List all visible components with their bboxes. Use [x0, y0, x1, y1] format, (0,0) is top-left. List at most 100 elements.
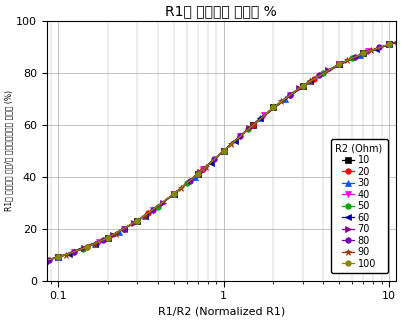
30 [27, 263, 32, 266]
70 [81, 247, 86, 250]
40 [366, 49, 371, 53]
60 [308, 79, 313, 83]
80 [122, 227, 127, 231]
10 [387, 42, 391, 46]
Line: 50: 50 [0, 30, 401, 279]
Line: 40: 40 [0, 28, 401, 277]
80 [377, 46, 382, 49]
40 [200, 168, 205, 171]
30 [358, 53, 363, 56]
90 [369, 48, 373, 52]
60 [232, 139, 237, 143]
10 [172, 192, 176, 196]
20 [146, 212, 151, 215]
40 [261, 113, 266, 117]
60 [67, 252, 72, 256]
Line: 60: 60 [0, 33, 401, 279]
100 [300, 84, 305, 88]
20 [6, 266, 11, 270]
10 [271, 106, 276, 109]
50 [156, 204, 160, 208]
50 [321, 71, 326, 75]
80 [47, 258, 51, 262]
Line: 90: 90 [0, 39, 400, 282]
100 [337, 62, 342, 66]
30 [221, 149, 226, 153]
30 [56, 255, 61, 259]
70 [197, 170, 202, 174]
60 [398, 39, 401, 43]
90 [344, 58, 349, 62]
Y-axis label: R1에 전달되는 전력/누 저항에진달되는 전력량 (%): R1에 전달되는 전력/누 저항에진달되는 전력량 (%) [4, 90, 13, 211]
90 [14, 265, 18, 269]
80 [212, 158, 217, 161]
Line: 10: 10 [56, 21, 401, 260]
30 [308, 79, 313, 83]
80 [237, 134, 242, 138]
100 [106, 236, 111, 239]
100 [85, 245, 90, 249]
80 [22, 264, 27, 267]
70 [326, 68, 331, 72]
Line: 70: 70 [0, 35, 401, 280]
20 [85, 245, 90, 249]
40 [122, 227, 127, 231]
60 [172, 192, 176, 196]
Line: 20: 20 [6, 23, 401, 271]
Title: R1에 전달되는 전력의 %: R1에 전달되는 전력의 % [166, 4, 277, 18]
70 [387, 42, 391, 46]
40 [172, 192, 176, 196]
30 [117, 230, 122, 234]
90 [93, 242, 97, 246]
100 [56, 255, 61, 259]
20 [337, 62, 342, 66]
10 [221, 149, 226, 153]
10 [135, 219, 140, 223]
50 [80, 247, 85, 251]
90 [279, 100, 284, 103]
50 [184, 181, 189, 185]
10 [250, 123, 255, 127]
90 [142, 214, 147, 218]
70 [363, 51, 367, 55]
60 [122, 227, 127, 231]
60 [43, 259, 48, 263]
40 [72, 250, 77, 254]
30 [282, 97, 287, 101]
90 [179, 186, 184, 190]
20 [200, 168, 205, 171]
Line: 80: 80 [0, 37, 401, 281]
80 [287, 93, 292, 97]
100 [135, 219, 140, 223]
60 [6, 266, 11, 270]
10 [56, 255, 61, 259]
30 [93, 242, 97, 246]
90 [394, 40, 399, 44]
30 [172, 192, 176, 196]
90 [113, 232, 118, 236]
10 [337, 62, 342, 66]
60 [374, 47, 379, 50]
70 [56, 255, 61, 259]
90 [63, 253, 68, 257]
70 [247, 126, 252, 130]
60 [208, 161, 213, 165]
Line: 100: 100 [0, 42, 392, 281]
40 [6, 266, 11, 270]
20 [221, 149, 226, 153]
70 [221, 149, 226, 153]
40 [96, 240, 101, 244]
30 [258, 116, 263, 120]
70 [111, 233, 115, 237]
20 [56, 255, 61, 259]
50 [135, 219, 140, 223]
100 [271, 106, 276, 109]
80 [353, 55, 358, 58]
20 [250, 123, 255, 127]
20 [172, 192, 176, 196]
70 [160, 201, 165, 205]
60 [93, 242, 97, 246]
X-axis label: R1/R2 (Normalized R1): R1/R2 (Normalized R1) [158, 307, 285, 317]
90 [38, 260, 43, 264]
50 [19, 264, 24, 268]
